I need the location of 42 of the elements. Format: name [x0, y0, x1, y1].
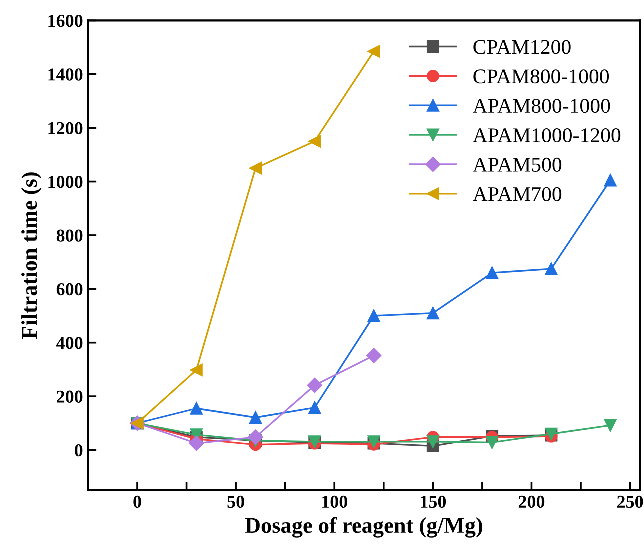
point — [368, 45, 380, 58]
y-tick-label: 1400 — [48, 68, 83, 81]
x-tick-label: 0 — [134, 496, 142, 508]
point — [545, 262, 558, 276]
point — [426, 307, 440, 320]
point — [307, 378, 322, 394]
point — [604, 419, 617, 432]
point — [250, 412, 262, 424]
x-axis-title: Dosage of reagent (g/Mg) — [245, 517, 482, 538]
point — [368, 310, 380, 322]
x-tick-label: 50 — [228, 496, 244, 508]
point — [190, 364, 203, 376]
legend-label: APAM700 — [473, 187, 562, 202]
legend-label: APAM1000-1200 — [473, 128, 621, 143]
y-tick-label: 1600 — [48, 14, 83, 28]
y-tick-label: 0 — [75, 444, 83, 457]
point — [190, 402, 203, 415]
legend-label: APAM500 — [473, 158, 562, 172]
point — [604, 174, 617, 187]
point — [486, 266, 499, 280]
y-tick-label: 200 — [57, 390, 83, 403]
point — [248, 430, 264, 445]
y-tick-label: 600 — [56, 283, 83, 296]
x-tick-label: 100 — [322, 496, 348, 508]
point — [486, 436, 499, 449]
legend-label: CPAM1200 — [474, 40, 571, 54]
x-tick-label: 250 — [618, 496, 644, 508]
point — [250, 162, 262, 175]
y-tick-label: 400 — [56, 337, 83, 350]
y-tick-label: 1200 — [48, 122, 83, 135]
legend-label: APAM800-1000 — [473, 99, 610, 114]
point — [308, 135, 322, 148]
point — [308, 402, 322, 414]
x-tick-label: 150 — [421, 496, 446, 508]
y-tick-label: 800 — [56, 230, 83, 242]
point — [366, 348, 382, 364]
point — [426, 436, 440, 448]
x-tick-label: 200 — [518, 496, 545, 508]
legend-label: CPAM800-1000 — [474, 70, 610, 84]
y-tick-label: 1000 — [48, 176, 83, 188]
point — [189, 436, 204, 452]
y-axis-title: Filtration time (s) — [22, 172, 42, 340]
